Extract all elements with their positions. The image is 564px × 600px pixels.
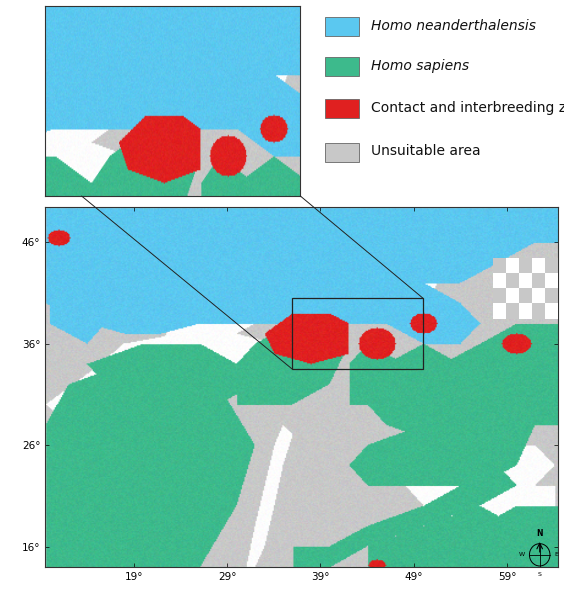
Bar bbox=[292, 298, 423, 369]
Text: Homo sapiens: Homo sapiens bbox=[371, 59, 469, 73]
Text: E: E bbox=[554, 553, 558, 557]
Bar bbox=[532, 258, 545, 273]
Bar bbox=[545, 304, 558, 319]
Bar bbox=[493, 273, 506, 288]
Text: S: S bbox=[537, 572, 541, 577]
Bar bbox=[506, 258, 519, 273]
Bar bbox=[493, 304, 506, 319]
FancyBboxPatch shape bbox=[325, 57, 359, 76]
Text: Contact and interbreeding zone: Contact and interbreeding zone bbox=[371, 101, 564, 115]
Bar bbox=[532, 273, 545, 288]
Bar bbox=[519, 258, 532, 273]
Text: Homo neanderthalensis: Homo neanderthalensis bbox=[371, 19, 536, 33]
Bar bbox=[519, 288, 532, 304]
Text: Unsuitable area: Unsuitable area bbox=[371, 145, 481, 158]
Bar bbox=[532, 304, 545, 319]
Bar bbox=[493, 288, 506, 304]
FancyBboxPatch shape bbox=[325, 143, 359, 162]
FancyBboxPatch shape bbox=[325, 99, 359, 118]
Bar bbox=[493, 258, 506, 273]
Bar bbox=[532, 288, 545, 304]
Bar bbox=[545, 288, 558, 304]
Bar bbox=[506, 288, 519, 304]
Bar bbox=[545, 273, 558, 288]
Bar bbox=[519, 304, 532, 319]
Text: N: N bbox=[536, 529, 543, 538]
Bar bbox=[506, 304, 519, 319]
Bar bbox=[545, 258, 558, 273]
FancyBboxPatch shape bbox=[325, 17, 359, 37]
Bar bbox=[506, 273, 519, 288]
Text: W: W bbox=[519, 553, 525, 557]
Bar bbox=[519, 273, 532, 288]
